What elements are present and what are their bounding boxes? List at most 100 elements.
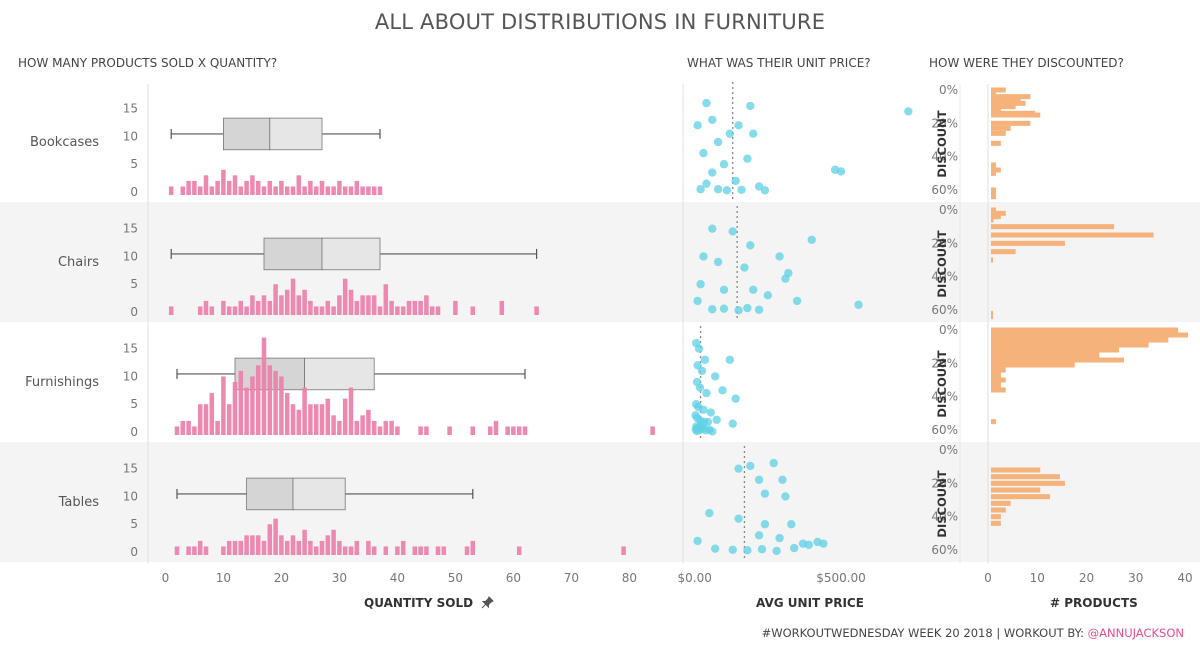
histogram-bar (424, 295, 429, 315)
discount-tick-label: 0% (939, 323, 958, 337)
price-point (749, 285, 758, 294)
histogram-bar (383, 420, 389, 435)
histogram-bar (221, 300, 226, 315)
box-lower-half (263, 237, 323, 271)
histogram-bar (325, 300, 331, 315)
histogram-bar (284, 393, 290, 435)
histogram-bar (331, 529, 336, 555)
histogram-bar (221, 546, 226, 555)
histogram-bar (279, 535, 284, 555)
price-point (737, 185, 746, 194)
box-upper-half (269, 117, 323, 151)
histogram-bar (366, 540, 371, 555)
y-tick-label: 0 (130, 425, 138, 439)
author-handle-link[interactable]: @ANNUJACKSON (1087, 626, 1184, 640)
discount-tick-label: 40% (931, 150, 958, 164)
price-point (760, 489, 770, 498)
histogram-bar (290, 278, 296, 315)
discount-bar (991, 467, 1041, 473)
histogram-bar (348, 289, 354, 315)
histogram-bar (279, 180, 284, 195)
histogram-bar (371, 295, 377, 315)
row-band-4 (0, 442, 1200, 562)
price-point (754, 531, 764, 540)
histogram-bar (354, 420, 360, 435)
histogram-bar (319, 180, 325, 195)
histogram-bar (197, 404, 203, 435)
histogram-bar (348, 546, 354, 555)
discount-tick-label: 60% (931, 303, 958, 317)
discount-tick-label: 20% (931, 356, 958, 370)
x-tick-label: 10 (1030, 571, 1045, 585)
price-point (725, 355, 735, 364)
pin-icon[interactable] (481, 596, 495, 612)
price-point (760, 186, 770, 195)
discount-bar (991, 377, 1006, 383)
histogram-bar (290, 404, 296, 435)
histogram-bar (331, 415, 336, 435)
histogram-bar (302, 186, 307, 195)
footer-text: #WORKOUTWEDNESDAY WEEK 20 2018 | WORKOUT… (761, 626, 1088, 640)
histogram-bar (337, 540, 342, 555)
histogram-bar (377, 306, 383, 315)
histogram-bar (308, 300, 313, 315)
histogram-bar (493, 420, 499, 435)
quantity-row-chairs: Chairs 0 5 10 15 (58, 222, 539, 319)
price-point (787, 520, 796, 529)
discount-axis-label: DISCOUNT (935, 350, 949, 417)
histogram-bar (319, 404, 325, 435)
price-point (708, 168, 717, 177)
x-tick-label: 10 (216, 571, 231, 585)
histogram-bar (400, 306, 406, 315)
price-row-tables (693, 446, 828, 560)
x-tick-label: 50 (448, 571, 463, 585)
histogram-bar (168, 306, 174, 315)
price-point (702, 388, 711, 398)
histogram-bar (221, 169, 226, 195)
discount-row-chairs: 0% 20% 40% 60% DISCOUNT (931, 203, 1154, 320)
histogram-bar (267, 300, 273, 315)
price-point (819, 539, 828, 548)
price-point (722, 186, 732, 195)
discount-bar (991, 232, 1154, 238)
discount-bar (991, 474, 1060, 480)
histogram-bar (371, 546, 377, 555)
discount-bar (991, 347, 1120, 353)
discount-row-tables: 0% 20% 40% 60% DISCOUNT (931, 443, 1065, 557)
histogram-bar (180, 186, 186, 195)
box-upper-half (321, 237, 381, 271)
histogram-bar (290, 186, 296, 195)
histogram-bar (418, 426, 423, 435)
histogram-bar (296, 409, 302, 435)
histogram-bar (412, 300, 418, 315)
price-point (757, 545, 767, 554)
histogram-bar (255, 300, 261, 315)
histogram-bar (337, 295, 342, 315)
discount-bar (991, 382, 1001, 388)
histogram-bar (308, 540, 313, 555)
histogram-bar (360, 415, 365, 435)
price-point (713, 185, 723, 194)
histogram-bar (337, 180, 342, 195)
histogram-bar (209, 393, 215, 435)
histogram-bar (348, 186, 354, 195)
price-point (792, 296, 802, 306)
histogram-bar (319, 540, 325, 555)
discount-tick-label: 60% (931, 423, 958, 437)
price-point (807, 235, 816, 244)
histogram-bar (371, 186, 377, 195)
histogram-bar (389, 300, 394, 315)
price-point (775, 252, 784, 261)
histogram-bar (186, 420, 191, 435)
discount-bar (991, 327, 1179, 333)
histogram-bar (302, 387, 307, 435)
price-point (734, 306, 743, 315)
histogram-bar (168, 186, 174, 195)
price-point (743, 303, 752, 313)
x-tick-label: 20 (274, 571, 289, 585)
histogram-bar (296, 175, 302, 195)
discount-bar (991, 342, 1149, 348)
price-point (775, 533, 784, 543)
histogram-bar (296, 540, 302, 555)
histogram-bar (650, 426, 655, 435)
